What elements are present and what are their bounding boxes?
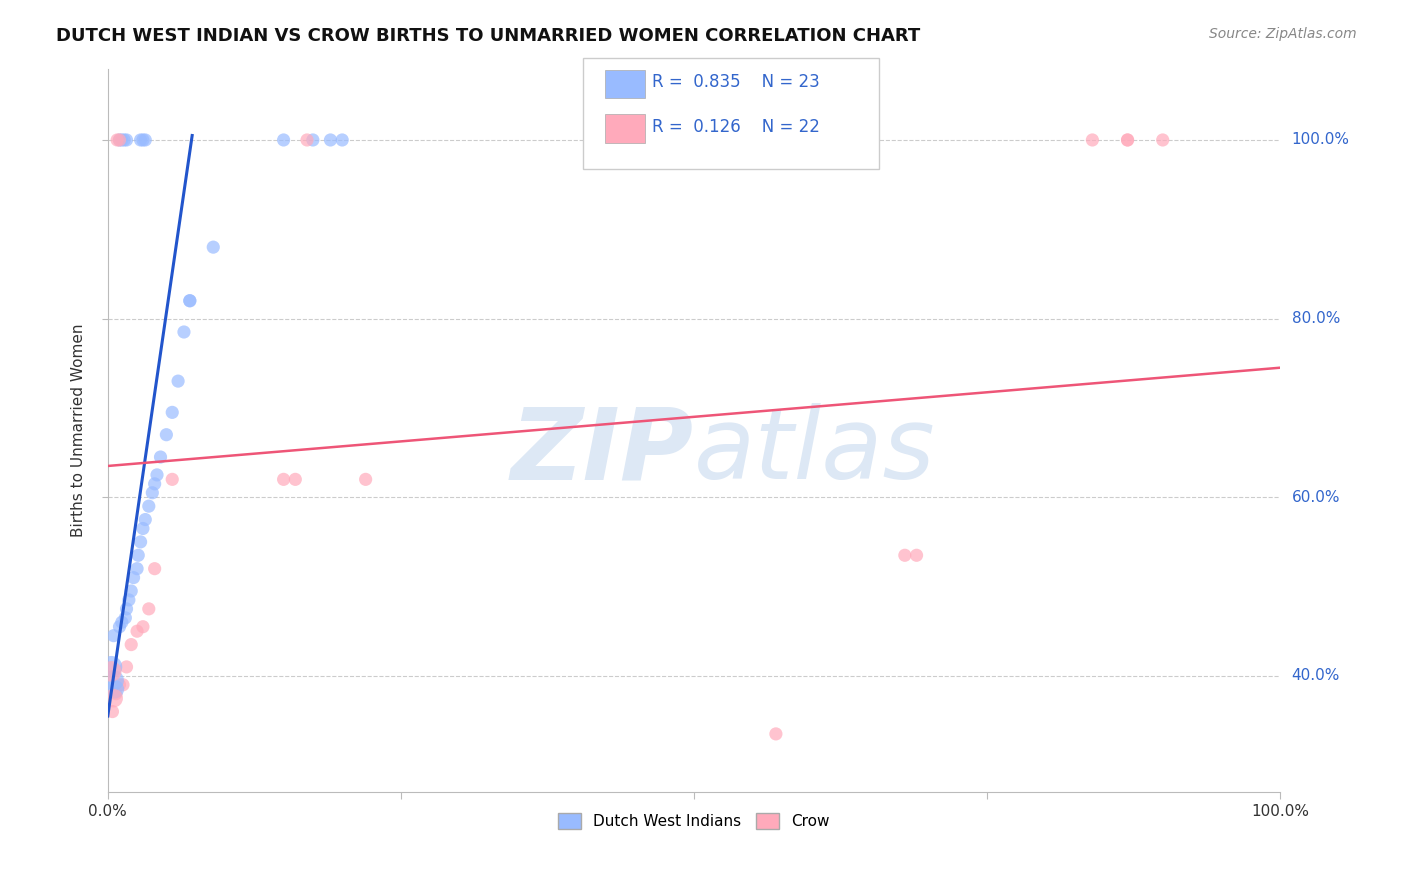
Point xyxy=(103,691,125,706)
Point xyxy=(104,687,127,701)
Point xyxy=(104,682,127,697)
Point xyxy=(108,620,131,634)
Text: ZIP: ZIP xyxy=(510,403,693,500)
Text: 80.0%: 80.0% xyxy=(1292,311,1340,326)
Point xyxy=(120,584,142,599)
Point xyxy=(108,133,131,147)
Text: 40.0%: 40.0% xyxy=(1292,668,1340,683)
Point xyxy=(765,727,787,741)
Point xyxy=(162,472,184,486)
Point xyxy=(101,705,124,719)
Point xyxy=(100,660,122,674)
Point xyxy=(141,485,163,500)
Point xyxy=(284,472,307,486)
Point xyxy=(138,499,160,513)
Point xyxy=(202,240,225,254)
Point xyxy=(115,660,138,674)
Point xyxy=(155,427,177,442)
Point xyxy=(905,549,928,563)
Text: R =  0.835    N = 23: R = 0.835 N = 23 xyxy=(652,73,820,91)
Point xyxy=(132,521,155,535)
Point xyxy=(103,673,125,688)
Point xyxy=(132,133,155,147)
Point xyxy=(105,133,128,147)
Point xyxy=(127,549,149,563)
Point xyxy=(1116,133,1139,147)
Point xyxy=(1152,133,1174,147)
Point xyxy=(129,534,152,549)
Point xyxy=(129,133,152,147)
Point xyxy=(122,571,145,585)
Text: DUTCH WEST INDIAN VS CROW BIRTHS TO UNMARRIED WOMEN CORRELATION CHART: DUTCH WEST INDIAN VS CROW BIRTHS TO UNMA… xyxy=(56,27,921,45)
Point xyxy=(125,624,148,639)
Point xyxy=(108,678,131,692)
Point xyxy=(112,133,135,147)
Point xyxy=(179,293,201,308)
Point xyxy=(132,620,155,634)
Point xyxy=(146,467,169,482)
Point xyxy=(100,665,122,679)
Y-axis label: Births to Unmarried Women: Births to Unmarried Women xyxy=(72,324,86,537)
Point xyxy=(330,133,353,147)
Point xyxy=(134,133,156,147)
Point xyxy=(162,405,184,419)
Point xyxy=(108,133,131,147)
Point xyxy=(111,615,134,630)
Point xyxy=(295,133,318,147)
Point xyxy=(1081,133,1104,147)
Point xyxy=(319,133,342,147)
Text: 100.0%: 100.0% xyxy=(1292,133,1350,147)
Point xyxy=(167,374,190,388)
Point xyxy=(115,133,138,147)
Point xyxy=(111,678,134,692)
Text: R =  0.126    N = 22: R = 0.126 N = 22 xyxy=(652,118,820,136)
Point xyxy=(138,602,160,616)
Text: Source: ZipAtlas.com: Source: ZipAtlas.com xyxy=(1209,27,1357,41)
Point xyxy=(118,593,141,607)
Point xyxy=(143,476,166,491)
Point xyxy=(114,611,136,625)
Point xyxy=(273,133,295,147)
Point xyxy=(149,450,172,464)
Point xyxy=(125,562,148,576)
Point xyxy=(273,472,295,486)
Point xyxy=(111,133,134,147)
Point xyxy=(134,512,156,526)
Point xyxy=(103,629,125,643)
Text: 60.0%: 60.0% xyxy=(1292,490,1340,505)
Text: atlas: atlas xyxy=(693,403,935,500)
Point xyxy=(120,638,142,652)
Point xyxy=(143,562,166,576)
Legend: Dutch West Indians, Crow: Dutch West Indians, Crow xyxy=(551,806,837,835)
Point xyxy=(173,325,195,339)
Point xyxy=(354,472,377,486)
Point xyxy=(1116,133,1139,147)
Point xyxy=(894,549,917,563)
Point xyxy=(179,293,201,308)
Point xyxy=(302,133,325,147)
Point xyxy=(115,602,138,616)
